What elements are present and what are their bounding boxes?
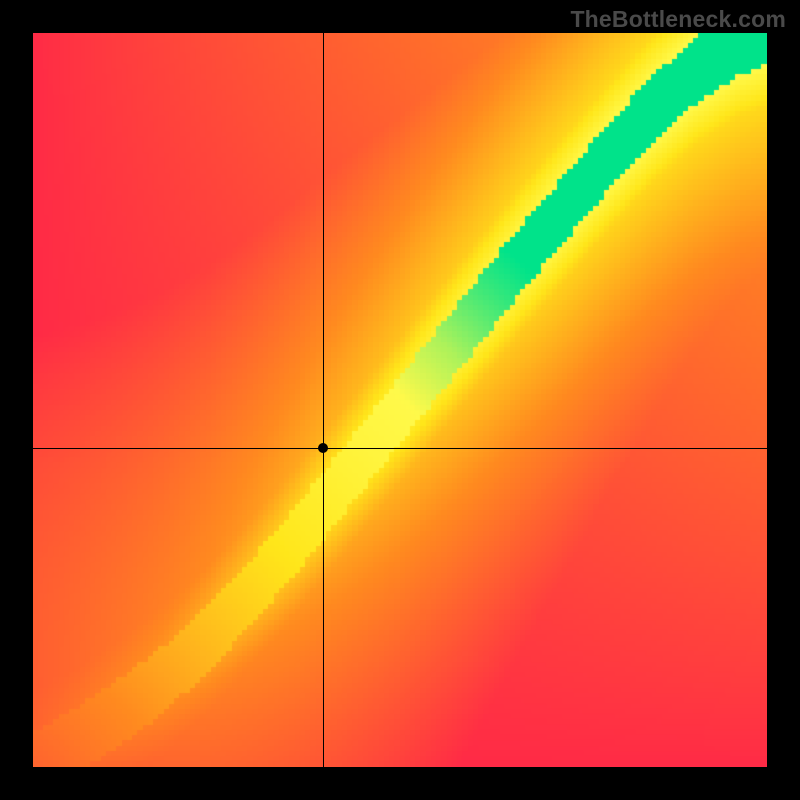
chart-frame: TheBottleneck.com [0,0,800,800]
watermark-text: TheBottleneck.com [570,6,786,33]
crosshair-point [318,443,328,453]
crosshair-vertical [323,33,324,767]
crosshair-horizontal [33,448,767,449]
bottleneck-heatmap [33,33,767,767]
